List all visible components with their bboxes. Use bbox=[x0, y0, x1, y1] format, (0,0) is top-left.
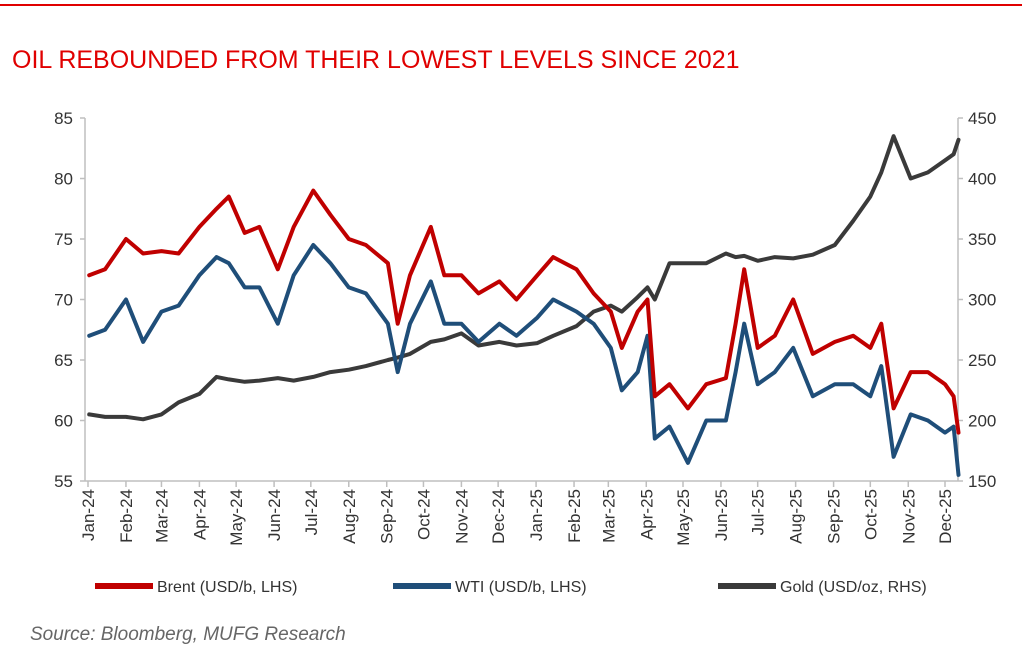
x-tick-label: Jun-25 bbox=[712, 489, 731, 541]
x-tick-label: Sep-24 bbox=[378, 489, 397, 544]
left-tick-label: 55 bbox=[54, 472, 73, 491]
x-tick-label: Jun-24 bbox=[265, 489, 284, 541]
x-tick-label: Feb-24 bbox=[117, 489, 136, 543]
chart-title: OIL REBOUNDED FROM THEIR LOWEST LEVELS S… bbox=[12, 46, 740, 74]
right-tick-label: 300 bbox=[968, 291, 996, 310]
left-tick-label: 70 bbox=[54, 291, 73, 310]
x-tick-label: Mar-24 bbox=[152, 489, 171, 543]
legend-label: Gold (USD/oz, RHS) bbox=[780, 579, 927, 596]
right-tick-label: 200 bbox=[968, 412, 996, 431]
x-tick-label: Feb-25 bbox=[565, 489, 584, 543]
right-tick-label: 250 bbox=[968, 351, 996, 370]
series-line-wti bbox=[87, 243, 961, 477]
x-tick-label: Aug-25 bbox=[787, 489, 806, 544]
x-tick-label: Mar-25 bbox=[599, 489, 618, 543]
x-tick-label: Jul-24 bbox=[302, 489, 321, 535]
series-lines bbox=[87, 134, 961, 477]
x-tick-label: Nov-25 bbox=[899, 489, 918, 544]
x-tick-label: Sep-25 bbox=[825, 489, 844, 544]
left-tick-label: 65 bbox=[54, 351, 73, 370]
right-tick-label: 400 bbox=[968, 170, 996, 189]
x-tick-label: May-25 bbox=[674, 489, 693, 546]
left-tick-label: 60 bbox=[54, 412, 73, 431]
series-line-gold bbox=[87, 134, 961, 422]
series-line-brent bbox=[87, 188, 961, 435]
top-rule bbox=[0, 4, 1022, 6]
x-tick-label: Oct-24 bbox=[414, 489, 433, 540]
x-tick-label: Jan-24 bbox=[79, 489, 98, 541]
x-tick-label: Apr-25 bbox=[637, 489, 656, 540]
left-tick-label: 85 bbox=[54, 109, 73, 128]
left-tick-label: 80 bbox=[54, 170, 73, 189]
x-tick-label: Dec-25 bbox=[936, 489, 955, 544]
legend-label: Brent (USD/b, LHS) bbox=[157, 579, 297, 596]
right-tick-label: 150 bbox=[968, 472, 996, 491]
x-tick-label: Jan-25 bbox=[527, 489, 546, 541]
x-tick-label: Apr-24 bbox=[190, 489, 209, 540]
legend-label: WTI (USD/b, LHS) bbox=[455, 579, 587, 596]
source-note: Source: Bloomberg, MUFG Research bbox=[30, 624, 346, 645]
x-tick-label: Dec-24 bbox=[489, 489, 508, 544]
x-tick-label: Jul-25 bbox=[749, 489, 768, 535]
right-tick-label: 350 bbox=[968, 230, 996, 249]
right-tick-label: 450 bbox=[968, 109, 996, 128]
x-tick-label: May-24 bbox=[227, 489, 246, 546]
left-tick-label: 75 bbox=[54, 230, 73, 249]
x-tick-label: Nov-24 bbox=[452, 489, 471, 544]
x-tick-label: Aug-24 bbox=[340, 489, 359, 544]
x-tick-label: Oct-25 bbox=[861, 489, 880, 540]
legend: Brent (USD/b, LHS) WTI (USD/b, LHS) Gold (… bbox=[95, 579, 927, 596]
